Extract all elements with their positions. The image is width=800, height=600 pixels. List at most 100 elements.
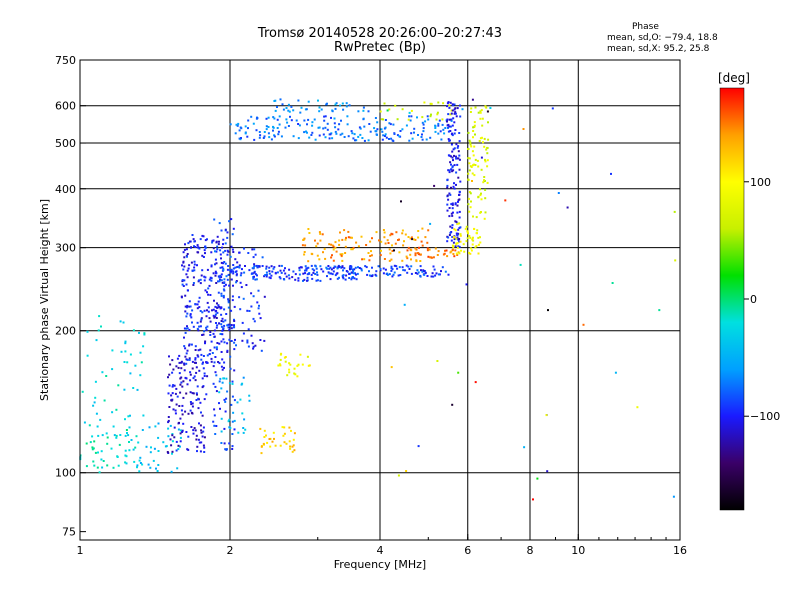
data-point <box>136 466 138 469</box>
data-point <box>241 412 244 415</box>
data-point <box>379 254 382 257</box>
data-point <box>473 126 476 128</box>
data-point <box>295 119 298 122</box>
data-point <box>214 270 217 273</box>
data-point <box>360 267 363 270</box>
data-point <box>376 128 379 131</box>
data-point <box>405 124 408 127</box>
data-point <box>447 138 450 141</box>
data-point <box>189 371 192 374</box>
data-point <box>238 251 241 254</box>
data-point <box>320 268 323 271</box>
data-point <box>456 242 459 245</box>
data-point <box>450 212 453 215</box>
data-point <box>168 384 171 387</box>
data-point <box>310 264 313 267</box>
data-point <box>432 256 435 259</box>
data-point <box>185 352 188 355</box>
data-point <box>345 236 347 239</box>
data-point <box>293 372 296 375</box>
data-point <box>389 123 392 126</box>
data-point <box>379 268 382 271</box>
data-point <box>194 379 197 382</box>
data-point <box>451 249 454 252</box>
data-point <box>332 248 335 251</box>
data-point <box>244 428 247 431</box>
data-point <box>173 384 176 387</box>
data-point <box>407 265 410 268</box>
data-point <box>454 229 457 232</box>
data-point <box>278 264 281 267</box>
data-point <box>188 357 191 360</box>
data-point <box>200 431 203 434</box>
data-point <box>193 245 195 248</box>
data-point <box>429 115 432 118</box>
data-point <box>286 121 289 124</box>
data-point <box>456 246 459 249</box>
data-point <box>379 269 382 272</box>
data-point <box>274 272 277 275</box>
data-point <box>299 111 302 114</box>
data-point <box>446 203 449 206</box>
data-point <box>259 427 262 430</box>
data-point <box>338 243 341 246</box>
data-point <box>387 242 390 244</box>
data-point <box>330 256 333 259</box>
data-point <box>205 328 208 331</box>
data-point <box>214 433 217 435</box>
data-point <box>233 348 236 351</box>
data-point <box>126 361 129 364</box>
data-point <box>479 110 482 113</box>
data-point <box>447 154 450 157</box>
data-point <box>223 282 225 284</box>
data-point <box>162 441 165 444</box>
data-point <box>241 321 244 324</box>
data-point <box>183 256 186 259</box>
data-point <box>394 242 397 245</box>
data-point <box>191 360 194 363</box>
data-point <box>410 249 413 252</box>
data-point <box>222 251 225 254</box>
data-point <box>210 340 213 343</box>
data-point <box>333 122 336 125</box>
data-point <box>205 393 208 396</box>
data-point <box>448 118 451 121</box>
data-point <box>315 267 318 270</box>
data-point <box>247 345 250 348</box>
data-point <box>189 313 192 316</box>
data-point <box>311 131 314 134</box>
data-point <box>436 113 439 116</box>
data-point <box>157 422 160 425</box>
data-point <box>240 286 243 289</box>
data-point <box>452 236 455 239</box>
data-point <box>244 125 247 128</box>
data-point <box>202 361 204 364</box>
data-point <box>209 331 212 333</box>
data-point <box>251 342 254 345</box>
data-point <box>610 172 612 175</box>
data-point <box>143 333 146 336</box>
data-point <box>185 248 188 251</box>
data-point <box>446 120 448 123</box>
data-point <box>361 258 364 261</box>
data-point <box>190 343 193 346</box>
data-point <box>248 310 251 312</box>
data-point <box>92 404 95 407</box>
data-point <box>471 98 474 101</box>
data-point <box>447 126 449 129</box>
data-point <box>285 442 288 445</box>
data-point <box>132 329 135 332</box>
data-point <box>383 231 386 234</box>
data-point <box>477 111 480 114</box>
data-point <box>450 112 453 115</box>
data-point <box>458 198 461 201</box>
data-point <box>232 264 235 266</box>
data-point <box>125 455 128 458</box>
data-point <box>378 239 380 242</box>
data-point <box>413 127 416 130</box>
data-point <box>270 138 273 141</box>
data-point <box>227 299 230 302</box>
data-point <box>224 448 227 451</box>
data-point <box>380 240 383 243</box>
data-point <box>197 397 200 400</box>
